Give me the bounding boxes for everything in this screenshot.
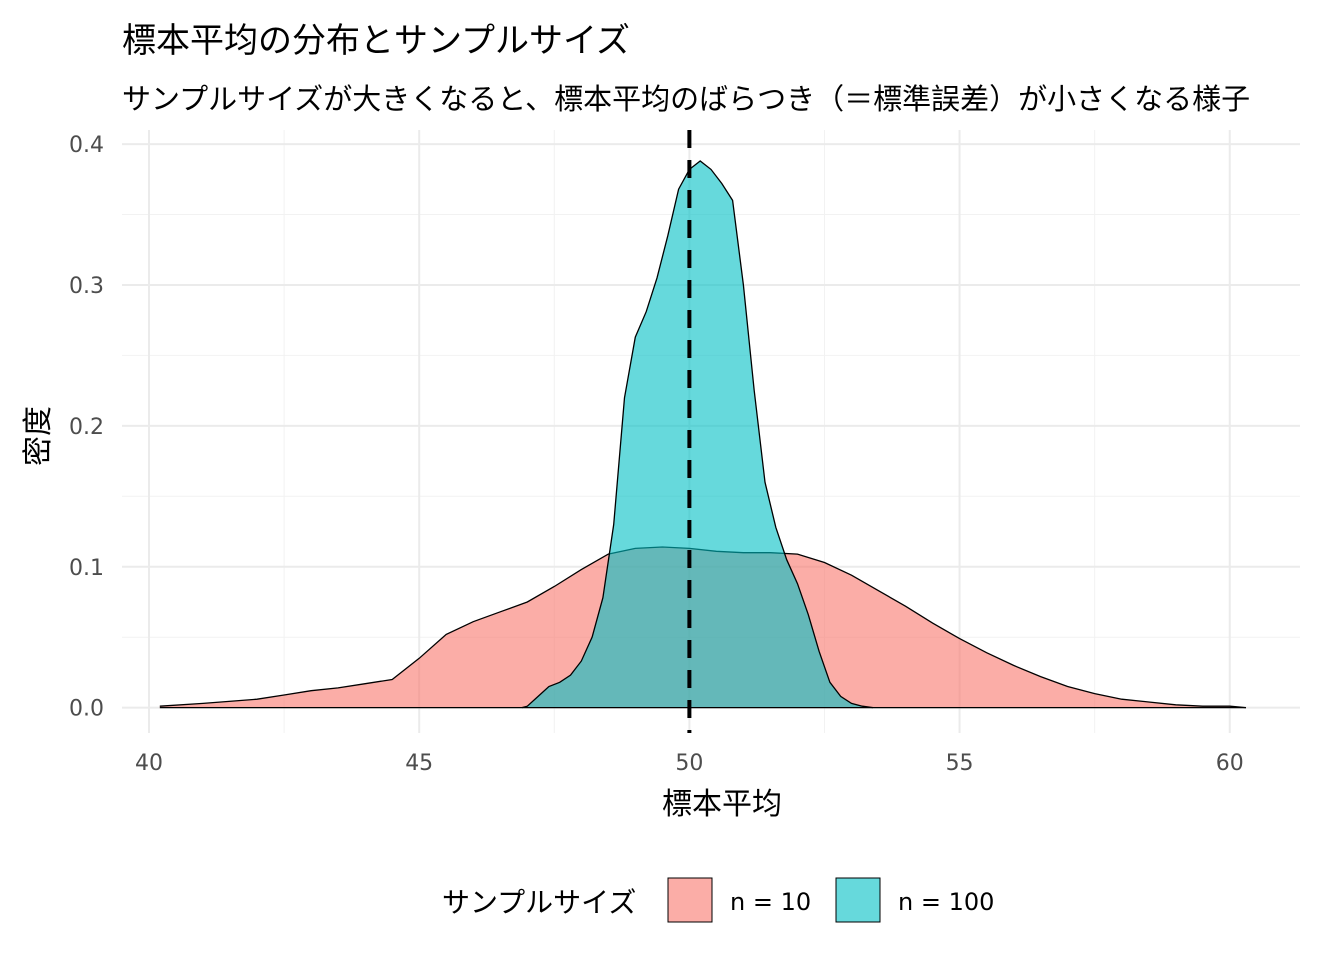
legend-label-n100: n = 100	[898, 888, 994, 916]
x-tick-label: 55	[946, 751, 974, 776]
x-tick-label: 60	[1216, 751, 1244, 776]
y-tick-label: 0.2	[69, 415, 104, 440]
x-tick-label: 45	[405, 751, 433, 776]
chart-subtitle: サンプルサイズが大きくなると、標本平均のばらつき（＝標準誤差）が小さくなる様子	[122, 82, 1250, 116]
density-area-n100	[521, 161, 874, 708]
y-tick-label: 0.1	[69, 556, 104, 581]
legend-title: サンプルサイズ	[442, 886, 636, 919]
y-tick-label: 0.3	[69, 274, 104, 299]
legend-key-n10	[667, 877, 713, 923]
legend: サンプルサイズ n = 10 n = 100	[442, 877, 994, 923]
x-axis-title: 標本平均	[662, 787, 782, 822]
legend-label-n10: n = 10	[730, 888, 811, 916]
x-tick-label: 40	[135, 751, 163, 776]
x-tick-label: 50	[675, 751, 703, 776]
y-tick-label: 0.0	[69, 697, 104, 722]
legend-key-n100	[835, 877, 881, 923]
density-outline-n100	[521, 160, 874, 709]
chart-title: 標本平均の分布とサンプルサイズ	[122, 21, 630, 61]
y-axis-title: 密度	[21, 406, 56, 466]
y-tick-label: 0.4	[69, 133, 104, 158]
plot-area: 40 45 50 55 60 0.0 0.1 0.2 0.3 0.4	[69, 130, 1300, 776]
